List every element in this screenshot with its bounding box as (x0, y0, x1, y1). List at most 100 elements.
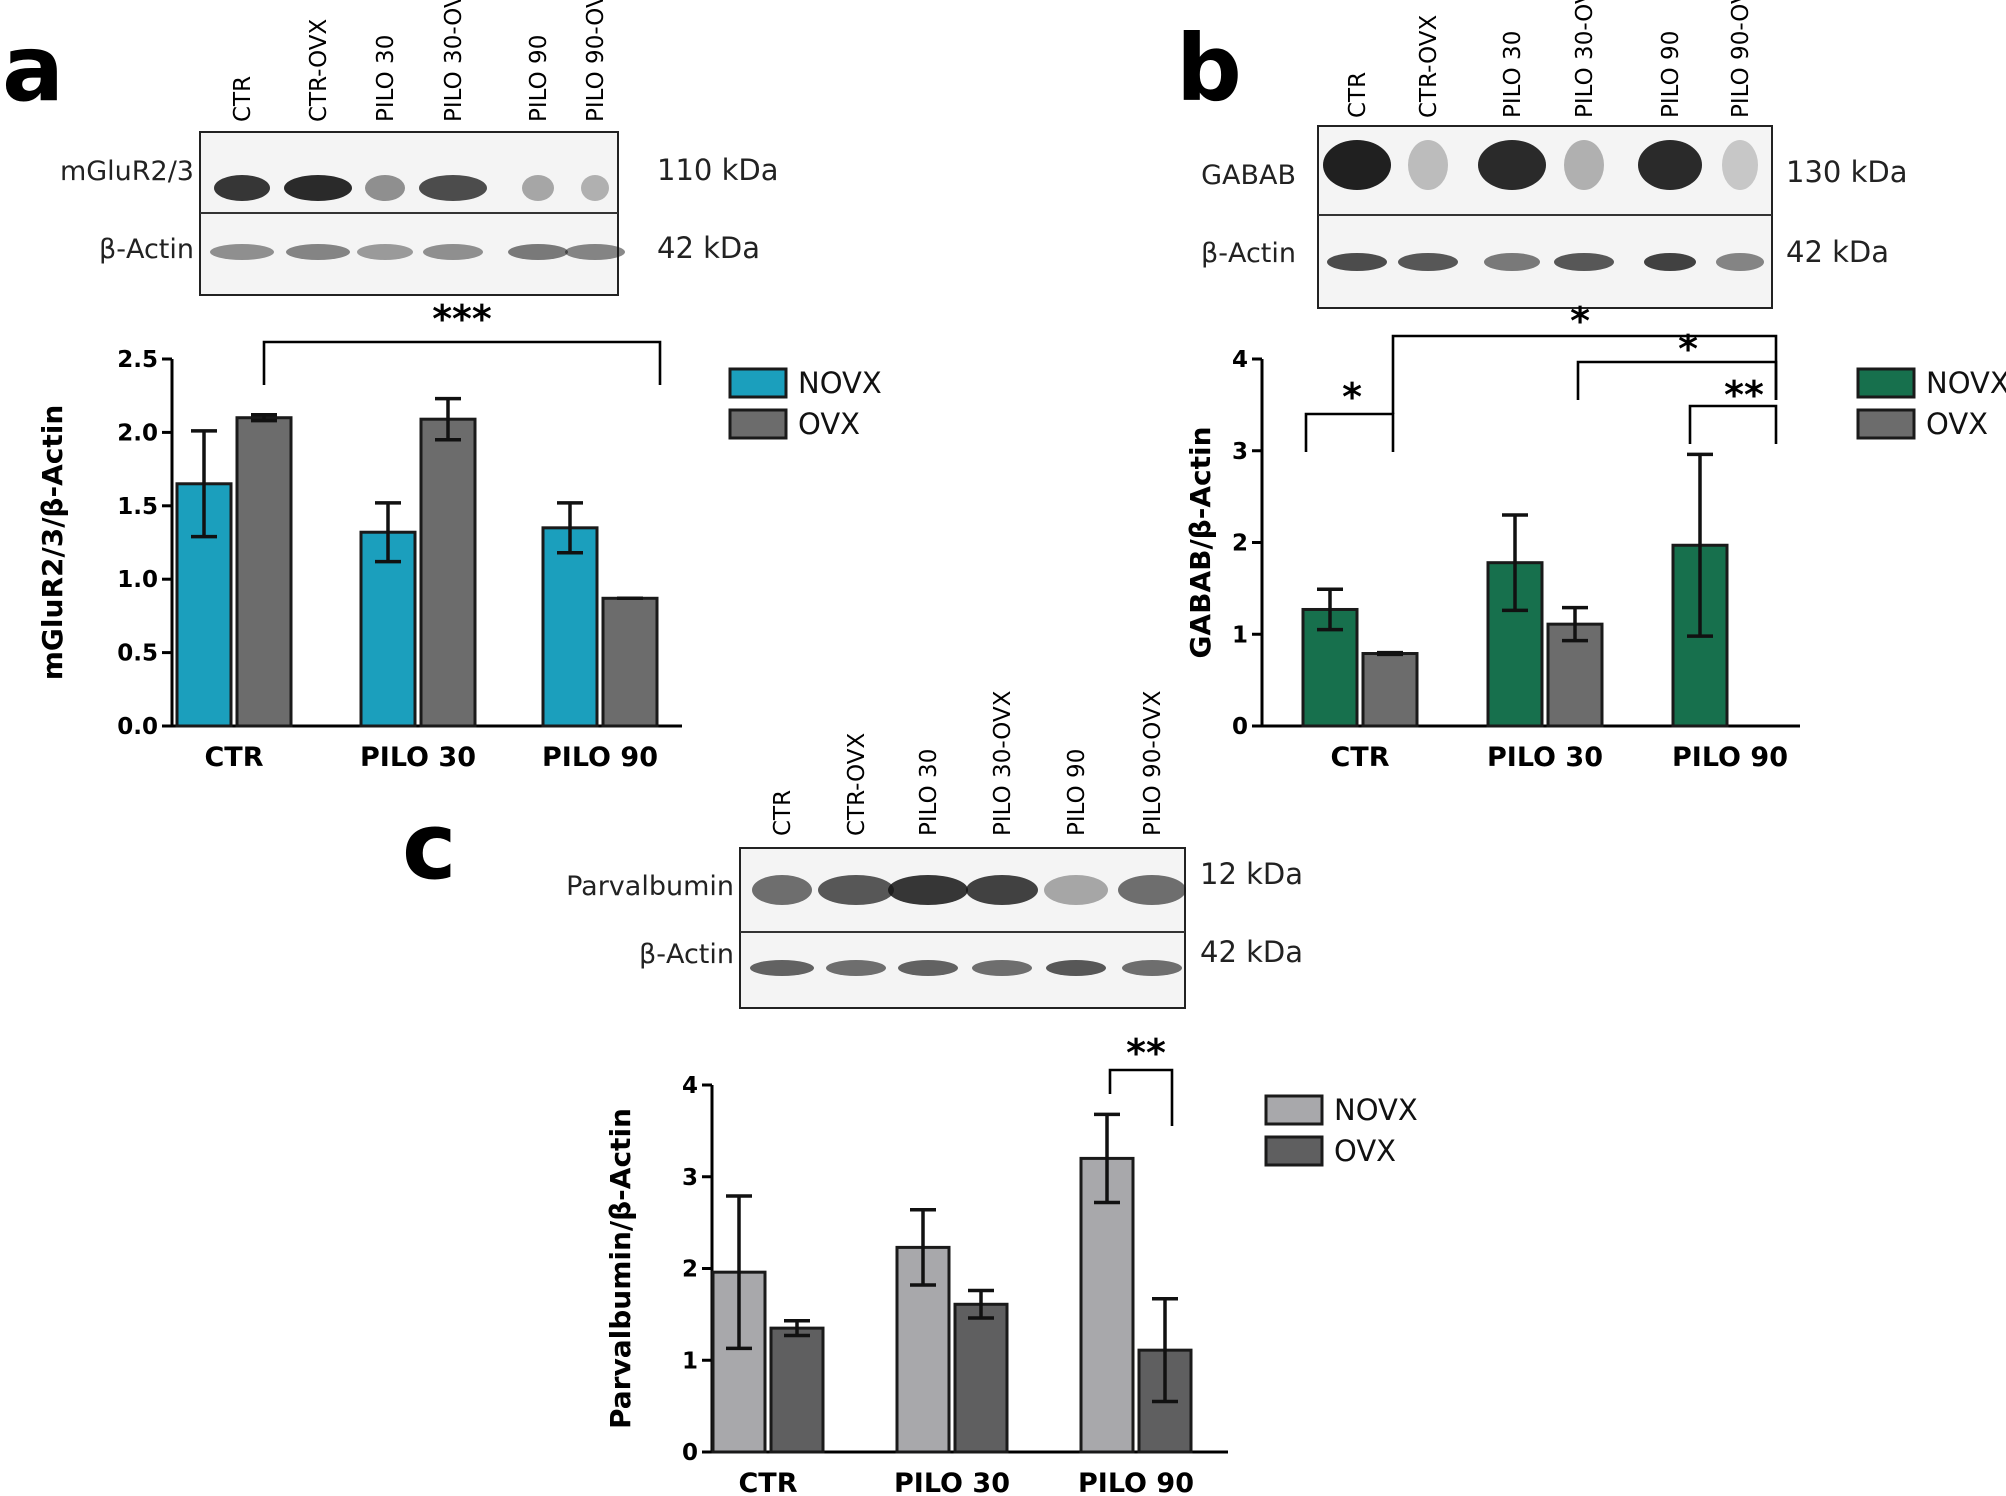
kda-label: 42 kDa (1200, 935, 1303, 969)
bar (953, 1302, 1009, 1454)
category-label: CTR (1330, 742, 1389, 773)
y-tick-label: 0 (682, 1440, 698, 1466)
bar (541, 526, 599, 728)
y-tick-label: 3 (1232, 439, 1248, 465)
band (284, 175, 352, 201)
lane-label: PILO 30-OVX (441, 0, 467, 122)
legend-label: NOVX (1334, 1093, 1418, 1127)
significance-stars: ** (1724, 373, 1764, 417)
significance-stars: * (1342, 375, 1362, 419)
lane-label: PILO 30-OVX (1572, 0, 1598, 118)
y-axis-label: GABAB/β-Actin (1184, 426, 1217, 658)
lane-label: PILO 30 (373, 35, 399, 122)
band (508, 244, 568, 260)
band (750, 960, 814, 976)
legend-label: OVX (1334, 1134, 1396, 1168)
y-axis-label: mGluR2/3/β-Actin (36, 405, 69, 681)
band (1564, 140, 1604, 190)
band (1044, 875, 1108, 905)
kda-label: 130 kDa (1786, 155, 1907, 189)
band (898, 960, 958, 976)
band (565, 244, 625, 260)
significance-stars: * (1570, 299, 1590, 343)
lane-label: PILO 90-OVX (583, 0, 609, 122)
bar (769, 1326, 825, 1454)
band (1323, 140, 1391, 190)
band (1484, 253, 1540, 271)
category-label: CTR (204, 742, 263, 773)
legend-label: OVX (1926, 407, 1988, 441)
category-label: PILO 90 (1672, 742, 1788, 773)
band (1122, 960, 1182, 976)
band (1046, 960, 1106, 976)
lane-label: CTR (770, 790, 796, 836)
blot-row-label: β-Actin (639, 939, 734, 970)
band (419, 175, 487, 201)
western-blot-a: CTR CTR-OVX PILO 30 PILO 30-OVX PILO 90 PILO … (60, 0, 778, 296)
lane-label: PILO 30 (916, 749, 942, 836)
y-tick-label: 2.0 (117, 420, 158, 446)
panel-letter-b: b (1176, 15, 1242, 122)
band (1478, 140, 1546, 190)
lane-label: CTR (1345, 72, 1371, 118)
significance-stars: * (1678, 327, 1698, 371)
bar (711, 1270, 767, 1454)
band (1398, 253, 1458, 271)
lane-label: PILO 90-OVX (1140, 690, 1166, 836)
band (1644, 253, 1696, 271)
legend-label: NOVX (798, 366, 882, 400)
band (357, 244, 413, 260)
band (1118, 875, 1186, 905)
bar (1079, 1156, 1135, 1454)
category-label: CTR (738, 1468, 797, 1496)
category-label: PILO 90 (1078, 1468, 1194, 1496)
y-tick-label: 0.0 (117, 714, 158, 740)
y-tick-label: 2 (1232, 531, 1248, 557)
legend-swatch (1264, 1135, 1324, 1167)
band (1554, 253, 1614, 271)
y-tick-label: 1 (1232, 622, 1248, 648)
legend-swatch (1856, 408, 1916, 440)
lane-label: PILO 30-OVX (990, 690, 1016, 836)
blot-row-label: β-Actin (1201, 238, 1296, 269)
significance-bracket (1391, 334, 1778, 414)
y-tick-label: 2 (682, 1257, 698, 1283)
bar (359, 530, 417, 728)
category-label: PILO 30 (1487, 742, 1603, 773)
band (423, 244, 483, 260)
band (210, 244, 274, 260)
y-tick-label: 4 (682, 1073, 698, 1099)
legend-swatch (1264, 1094, 1324, 1126)
band (752, 875, 812, 905)
legend-swatch (1856, 367, 1916, 399)
band (1716, 253, 1764, 271)
panel-letter-a: a (2, 15, 64, 122)
band (365, 175, 405, 201)
bar (601, 596, 659, 728)
band (818, 875, 894, 905)
significance-bracket (1576, 360, 1778, 400)
kda-label: 12 kDa (1200, 857, 1303, 891)
western-blot-c: CTR CTR-OVX PILO 30 PILO 30-OVX PILO 90 PILO … (566, 690, 1303, 1009)
panel-letter-c: c (402, 793, 457, 900)
lane-label: CTR-OVX (306, 18, 332, 122)
bar-chart-c: 0 1 2 3 4 Parvalbumin/β-Actin CTR PILO 30 PILO 9… (604, 1031, 1418, 1496)
lane-label: CTR (230, 76, 256, 122)
significance-bracket (1688, 404, 1778, 444)
blot-row-label: GABAB (1201, 160, 1296, 191)
y-tick-label: 4 (1232, 347, 1248, 373)
y-tick-label: 0.5 (117, 641, 158, 667)
y-axis-label: Parvalbumin/β-Actin (604, 1108, 637, 1429)
category-label: PILO 30 (894, 1468, 1010, 1496)
band (1638, 140, 1702, 190)
bar (235, 416, 293, 728)
lane-label: PILO 90 (1658, 31, 1684, 118)
significance-stars: *** (432, 297, 492, 341)
legend-swatch (728, 367, 788, 399)
legend-swatch (728, 408, 788, 440)
band (972, 960, 1032, 976)
legend-label: NOVX (1926, 366, 2006, 400)
y-tick-label: 1.0 (117, 567, 158, 593)
y-tick-label: 0 (1232, 714, 1248, 740)
